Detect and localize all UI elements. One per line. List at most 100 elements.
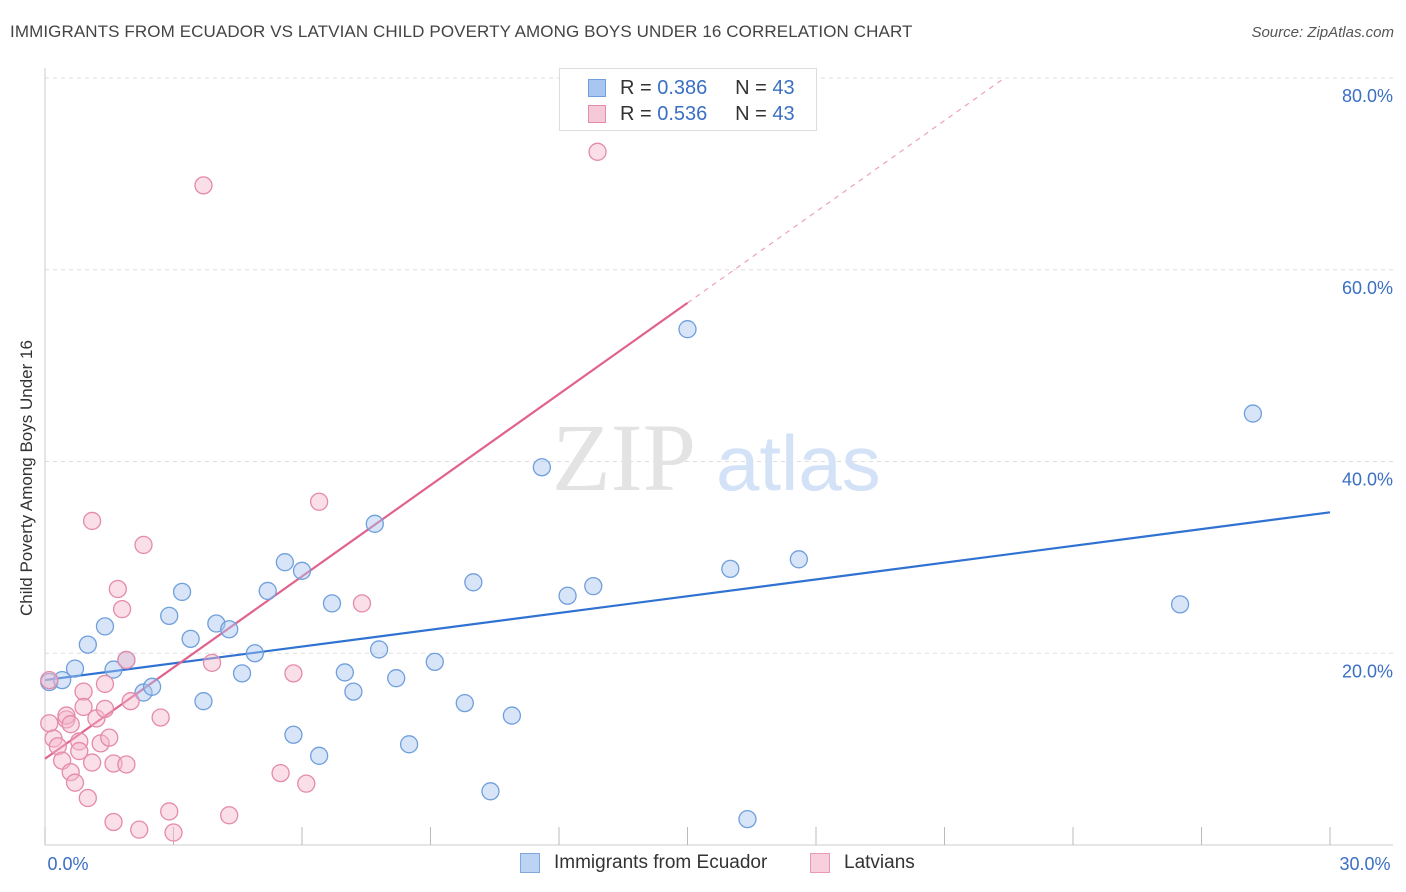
legend-swatch-blue <box>520 853 540 873</box>
legend-swatch-blue <box>588 79 606 97</box>
point-latvians <box>297 774 316 793</box>
point-ecuador <box>464 573 483 592</box>
point-ecuador <box>387 669 406 688</box>
point-latvians <box>95 699 115 719</box>
point-ecuador <box>95 617 115 636</box>
n-label: N = <box>735 103 767 125</box>
point-latvians <box>108 579 127 599</box>
correlation-legend: R = 0.386 N = 43 R = 0.536 N = 43 <box>559 68 817 131</box>
legend-swatch-pink <box>810 853 830 873</box>
point-ecuador <box>160 606 179 626</box>
point-ecuador <box>65 659 85 678</box>
point-latvians <box>40 714 59 733</box>
point-ecuador <box>335 663 354 682</box>
point-latvians <box>74 697 93 717</box>
point-latvians <box>65 773 85 792</box>
point-latvians <box>104 754 123 773</box>
point-ecuador <box>678 320 697 339</box>
y-tick-label: 20.0% <box>1342 661 1393 681</box>
point-latvians <box>160 802 179 821</box>
trend-line-extension-pink <box>687 77 1005 304</box>
legend-label: Latvians <box>844 852 915 873</box>
point-latvians <box>164 823 183 842</box>
y-tick-label: 60.0% <box>1342 278 1393 298</box>
point-latvians <box>100 728 119 747</box>
point-ecuador <box>104 660 123 679</box>
point-latvians <box>61 715 80 734</box>
point-ecuador <box>245 644 265 663</box>
chart-title: IMMIGRANTS FROM ECUADOR VS LATVIAN CHILD… <box>10 22 913 41</box>
point-latvians <box>194 176 213 195</box>
point-latvians <box>151 708 170 727</box>
r-label: R = <box>620 77 652 99</box>
point-ecuador <box>399 735 419 754</box>
x-tick-label: 30.0% <box>1339 854 1390 874</box>
point-ecuador <box>721 559 740 579</box>
point-ecuador <box>425 652 444 672</box>
data-points <box>40 142 1263 842</box>
point-latvians <box>78 788 97 808</box>
point-ecuador <box>78 635 97 654</box>
point-ecuador <box>309 746 329 765</box>
y-tick-label: 40.0% <box>1342 470 1393 490</box>
point-ecuador <box>344 682 363 701</box>
legend-swatch-pink <box>588 105 606 123</box>
y-axis-label: Child Poverty Among Boys Under 16 <box>17 340 36 616</box>
point-ecuador <box>220 620 239 639</box>
point-ecuador <box>369 640 389 659</box>
trend-line-pink <box>44 301 689 760</box>
point-ecuador <box>558 586 577 605</box>
point-latvians <box>309 492 329 511</box>
point-latvians <box>130 820 149 839</box>
point-latvians <box>70 741 89 761</box>
trend-lines <box>44 77 1331 760</box>
point-latvians <box>40 670 59 690</box>
point-ecuador <box>455 693 474 713</box>
tick-labels: 20.0% 40.0% 60.0% 80.0% 0.0% 30.0% <box>47 86 1393 874</box>
point-latvians <box>134 535 153 555</box>
point-ecuador <box>1243 404 1263 423</box>
point-ecuador <box>481 782 500 801</box>
point-latvians <box>121 692 140 711</box>
point-latvians <box>117 755 136 774</box>
point-latvians <box>104 812 123 832</box>
point-latvians <box>70 732 89 751</box>
point-latvians <box>588 142 607 161</box>
point-ecuador <box>292 561 312 580</box>
point-latvians <box>202 653 222 672</box>
watermark-atlas: atlas <box>716 419 881 507</box>
point-ecuador <box>52 670 72 690</box>
point-ecuador <box>142 677 162 696</box>
point-latvians <box>82 753 102 772</box>
x-tick-label: 0.0% <box>47 854 88 874</box>
point-ecuador <box>1170 595 1190 614</box>
point-ecuador <box>584 576 603 596</box>
point-ecuador <box>789 550 809 569</box>
point-ecuador <box>738 809 757 829</box>
r-label: R = <box>620 103 652 125</box>
point-latvians <box>95 674 115 694</box>
point-latvians <box>74 682 93 701</box>
point-latvians <box>284 664 303 683</box>
r-value: 0.536 <box>657 103 708 125</box>
r-value: 0.386 <box>657 77 708 99</box>
point-latvians <box>220 806 239 825</box>
point-latvians <box>271 763 290 783</box>
point-ecuador <box>365 514 384 533</box>
watermark-zip: ZIP <box>552 404 696 511</box>
point-ecuador <box>502 706 522 725</box>
trend-line-blue <box>44 511 1331 682</box>
point-ecuador <box>194 692 213 711</box>
n-label: N = <box>735 77 767 99</box>
n-value: 43 <box>772 103 795 125</box>
n-value: 43 <box>772 77 795 99</box>
point-ecuador <box>322 594 342 613</box>
point-ecuador <box>181 629 200 649</box>
point-ecuador <box>275 553 295 572</box>
point-ecuador <box>172 582 192 602</box>
point-ecuador <box>284 725 303 744</box>
point-latvians <box>57 706 76 725</box>
gridlines <box>45 77 1393 654</box>
point-latvians <box>117 650 136 670</box>
